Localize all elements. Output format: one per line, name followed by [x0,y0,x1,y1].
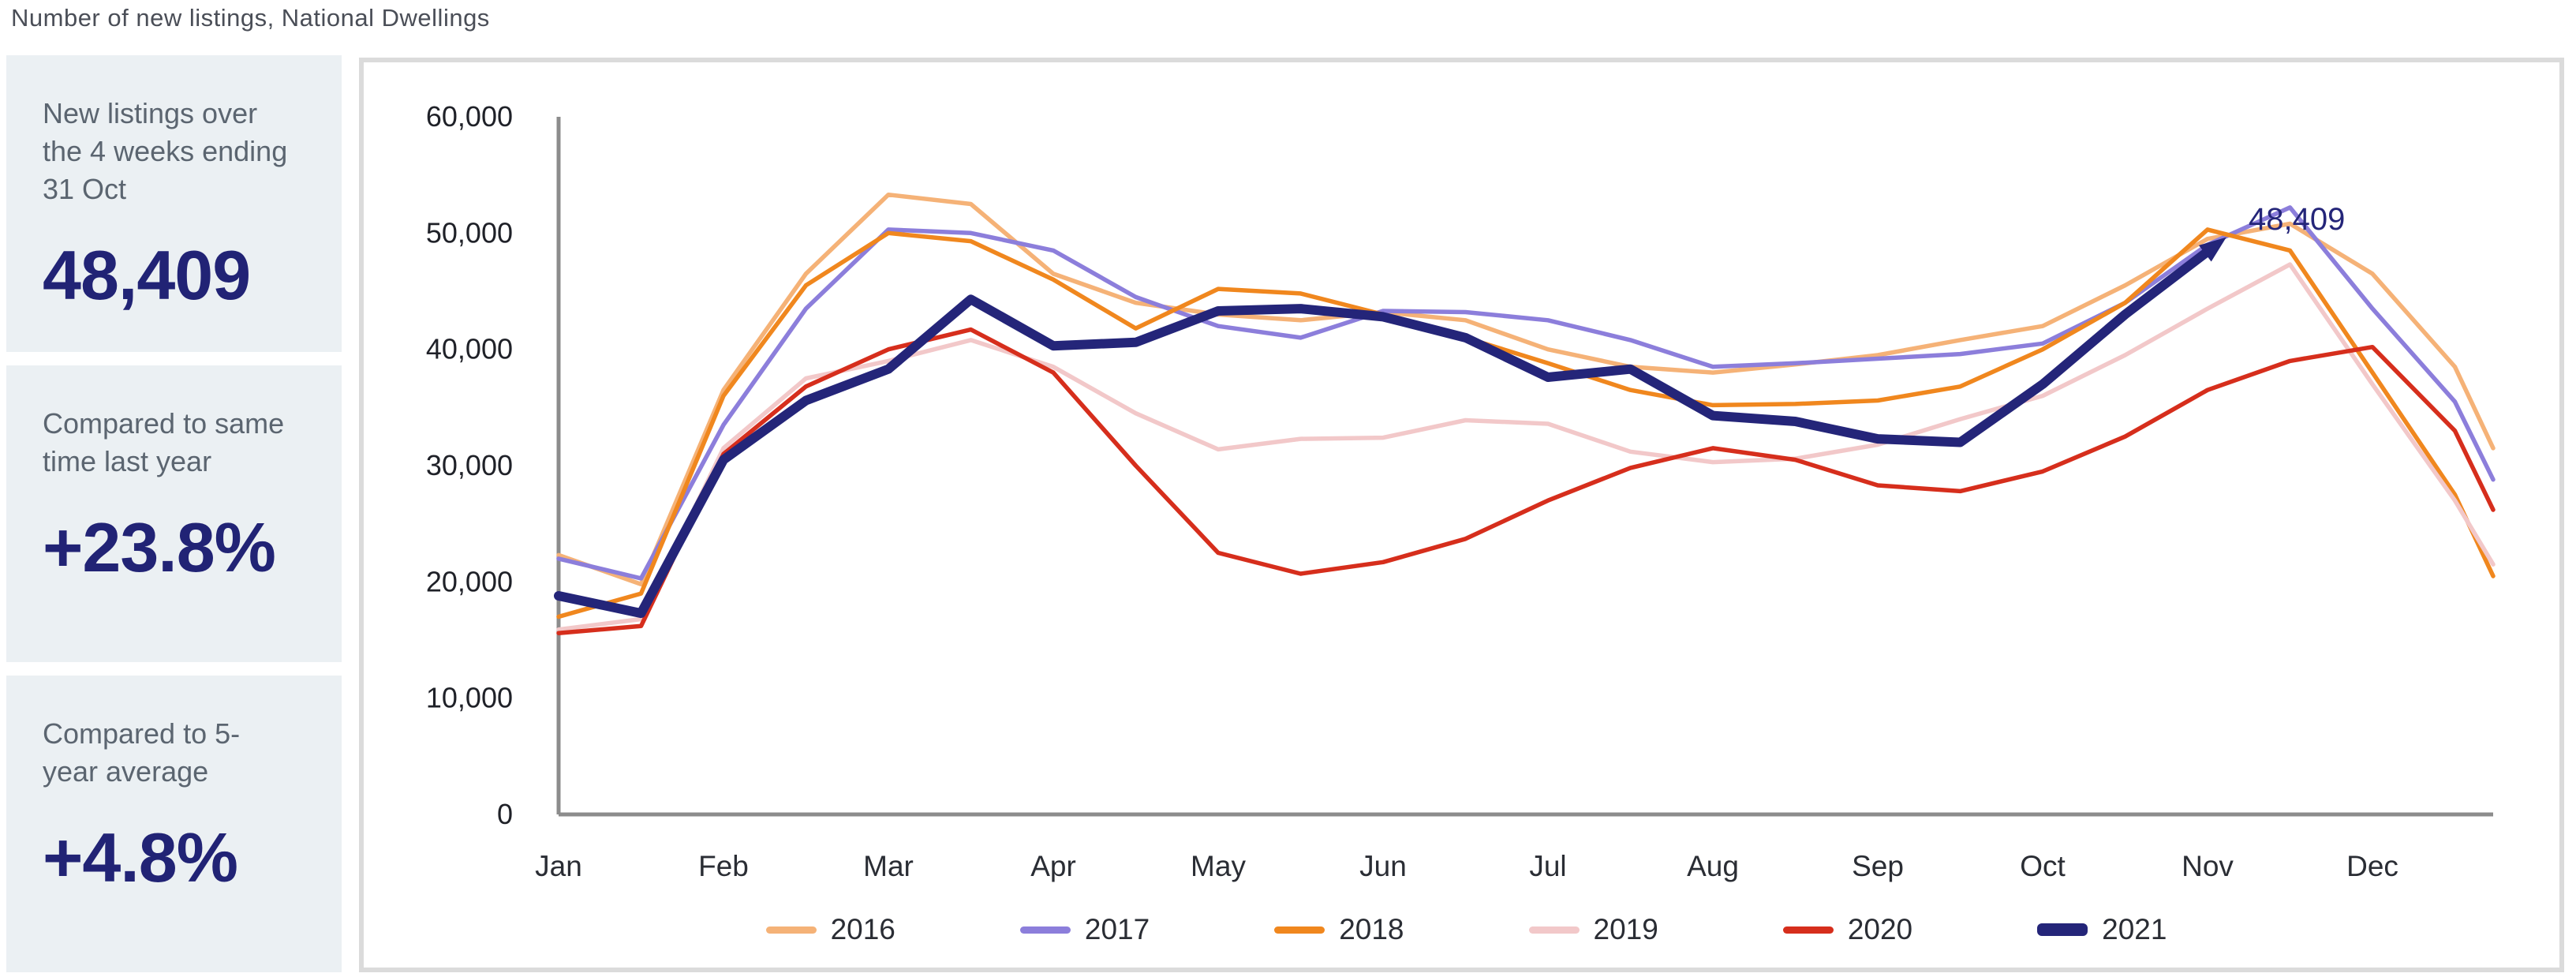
legend-item-2021[interactable]: 2021 [2037,913,2167,946]
x-axis-month-label: Feb [698,850,749,882]
stat-value: +23.8% [43,507,276,586]
x-axis-month-label: Oct [2020,850,2066,882]
x-axis-month-label: Sep [1852,850,1904,882]
stat-value: 48,409 [43,235,251,314]
new-listings-line-chart: 0 10,000 20,000 30,000 40,000 50,000 60,000 Jan… [426,100,2496,882]
x-axis-month-label: Mar [863,850,914,882]
legend-swatch-2021 [2037,923,2088,936]
line-chart-panel: 0 10,000 20,000 30,000 40,000 50,000 60,000 Jan… [359,58,2564,972]
y-axis-tick-label: 30,000 [426,449,513,481]
x-axis-month-label: Dec [2346,850,2398,882]
legend-swatch-2016 [765,926,817,934]
legend-item-2018[interactable]: 2018 [1274,913,1404,946]
stat-card-vs-5yr-average: Compared to 5-year average +4.8% [6,676,342,972]
series-line-2020 [556,327,2496,635]
legend-item-2016[interactable]: 2016 [765,913,895,946]
x-axis-month-label: Jan [535,850,582,882]
legend-label: 2017 [1084,913,1150,945]
legend-label: 2016 [830,913,895,945]
x-axis-month-label: Nov [2182,850,2234,882]
y-axis-tick-label: 40,000 [426,333,513,365]
y-axis-tick-label: 0 [497,798,513,830]
stat-value: +4.8% [43,818,238,897]
x-axis-month-label: Jun [1359,850,1407,882]
page-title: Number of new listings, National Dwellin… [11,4,490,32]
legend-label: 2021 [2102,913,2167,945]
y-axis-tick-label: 20,000 [426,565,513,597]
legend-item-2019[interactable]: 2019 [1528,913,1658,946]
stat-label: Compared to same time last year [43,407,285,477]
stat-label: New listings over the 4 weeks ending 31 … [43,97,288,205]
series-line-2018 [556,227,2496,620]
y-axis-tick-label: 60,000 [426,100,513,133]
series-line-2019 [556,262,2496,632]
legend-swatch-2019 [1528,926,1580,934]
chart-legend: 2016 2017 2018 2019 2020 2021 [364,913,2569,946]
series-2021-arrowhead [2198,237,2226,262]
x-axis-month-label: Apr [1030,850,1076,882]
stat-card-new-listings: New listings over the 4 weeks ending 31 … [6,55,342,352]
y-axis-tick-label: 50,000 [426,216,513,249]
annotation-latest-value: 48,409 [2249,202,2345,237]
legend-item-2017[interactable]: 2017 [1019,913,1150,946]
legend-label: 2020 [1847,913,1913,945]
x-axis-month-label: May [1191,850,1246,882]
legend-swatch-2018 [1274,926,1325,934]
legend-label: 2019 [1593,913,1658,945]
stat-card-vs-last-year: Compared to same time last year +23.8% [6,365,342,662]
x-axis-month-label: Aug [1687,850,1739,882]
stat-label: Compared to 5-year average [43,717,241,788]
legend-label: 2018 [1339,913,1404,945]
legend-swatch-2017 [1019,926,1071,934]
series-line-2016 [556,192,2496,587]
legend-item-2020[interactable]: 2020 [1782,913,1913,946]
legend-swatch-2020 [1782,926,1834,934]
series-line-2021 [554,246,2212,619]
y-axis-tick-label: 10,000 [426,682,513,714]
x-axis-month-label: Jul [1529,850,1566,882]
